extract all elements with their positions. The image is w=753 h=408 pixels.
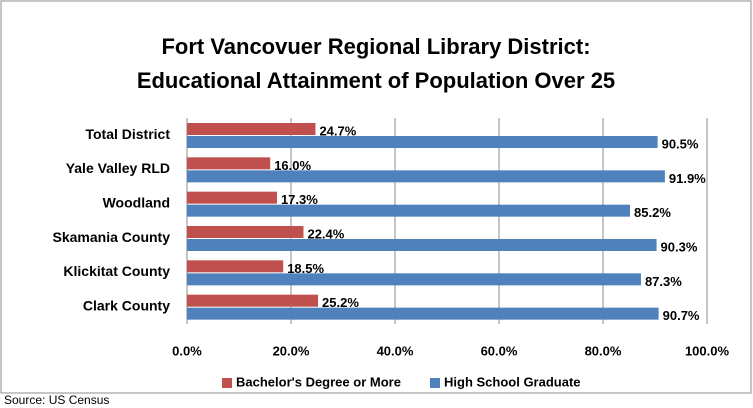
data-label: 90.7%: [663, 308, 700, 323]
data-label: 85.2%: [634, 205, 671, 220]
data-label: 87.3%: [645, 274, 682, 289]
source-note: Source: US Census: [4, 393, 109, 407]
bar: [187, 157, 271, 170]
x-tick-label: 80.0%: [585, 343, 622, 358]
y-tick-label: Woodland: [103, 195, 170, 211]
y-tick-label: Yale Valley RLD: [66, 160, 170, 176]
data-label: 25.2%: [322, 295, 359, 310]
bar: [187, 260, 284, 273]
data-label: 24.7%: [319, 123, 356, 138]
data-label: 90.5%: [662, 136, 699, 151]
bar: [187, 136, 658, 148]
data-label: 17.3%: [281, 192, 318, 207]
chart-title: Educational Attainment of Population Ove…: [137, 68, 615, 93]
x-tick-label: 20.0%: [273, 343, 310, 358]
bar: [187, 239, 657, 251]
x-tick-label: 40.0%: [377, 343, 414, 358]
bar: [187, 226, 304, 238]
legend-swatch: [430, 378, 440, 388]
bar: [187, 170, 665, 183]
legend-label: High School Graduate: [444, 374, 581, 389]
x-tick-label: 0.0%: [172, 343, 202, 358]
x-tick-label: 60.0%: [481, 343, 518, 358]
bar: [187, 123, 316, 135]
y-tick-label: Klickitat County: [63, 263, 170, 279]
y-tick-label: Skamania County: [53, 229, 171, 245]
bar: [187, 294, 319, 307]
data-label: 22.4%: [307, 226, 344, 241]
bar: [187, 191, 277, 204]
chart-title: Fort Vancovuer Regional Library District…: [161, 34, 590, 59]
chart-border: [0, 0, 752, 394]
data-label: 90.3%: [661, 239, 698, 254]
x-tick-label: 100.0%: [685, 343, 730, 358]
bar: [187, 307, 659, 320]
y-tick-label: Total District: [85, 126, 170, 142]
data-label: 16.0%: [274, 158, 311, 173]
data-label: 91.9%: [669, 171, 706, 186]
legend-swatch: [222, 378, 232, 388]
data-label: 18.5%: [287, 261, 324, 276]
bar: [187, 204, 631, 217]
y-tick-label: Clark County: [83, 298, 170, 314]
bar: [187, 273, 641, 286]
legend-label: Bachelor's Degree or More: [236, 374, 401, 389]
